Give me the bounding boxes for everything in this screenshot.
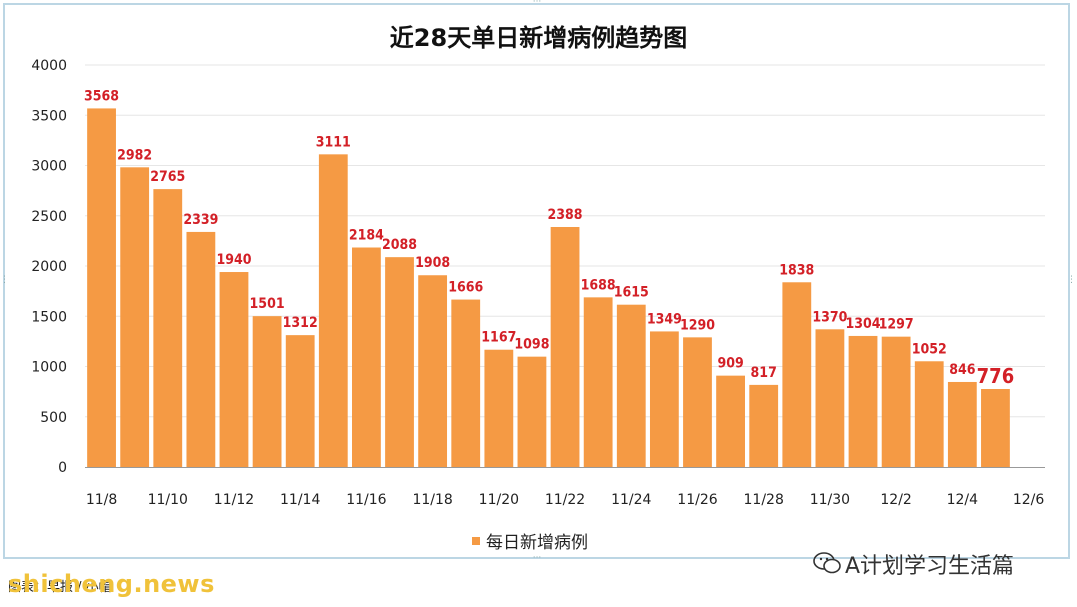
bar [683,337,712,467]
bar [219,272,249,467]
bar [252,316,282,467]
y-tick-label: 2500 [31,209,67,225]
bar-data-label: 1304 [845,316,880,332]
x-tick-label: 12/6 [1013,492,1045,508]
bar [649,331,679,467]
x-tick-label: 11/24 [611,492,651,508]
chart-title: 近28天单日新增病例趋势图 [389,24,688,52]
bar [716,375,745,467]
bar [881,336,911,467]
bar-data-label: 2388 [548,207,583,223]
x-tick-label: 11/8 [86,492,117,508]
bar [749,384,779,467]
chart-frame [3,3,1070,559]
bar [153,189,183,467]
bar-data-label: 1688 [581,277,616,293]
bar-data-label: 2339 [183,212,218,228]
bar-data-label: 1052 [912,341,947,357]
frame-resize-handle-top[interactable]: ··· [532,0,542,7]
bar [451,299,481,467]
bar-data-label: 1940 [216,252,251,268]
bar-data-label: 1312 [283,315,318,331]
x-tick-label: 11/16 [346,492,386,508]
bar [616,304,646,467]
bar [318,154,348,468]
x-tick-label: 11/22 [545,492,585,508]
bar-data-label: 1098 [514,337,549,353]
bar-data-label: 1908 [415,255,450,271]
bar-data-label: 2765 [150,169,185,185]
x-tick-label: 11/30 [810,492,850,508]
x-tick-label: 11/14 [280,492,320,508]
watermark-credit: 图表：早报 / 小帽 [8,580,112,595]
bar-data-label: 1666 [448,280,483,296]
bar [186,231,216,467]
bar-data-label: 817 [751,365,777,381]
x-tick-label: 11/26 [677,492,717,508]
bar-data-label: 1349 [647,311,682,327]
bar-data-label: 1370 [812,309,847,325]
bar-data-label: 2982 [117,147,152,163]
bar [385,257,414,467]
legend-label: 每日新增病例 [486,533,588,553]
watermark-account-name: A计划学习生活篇 [845,554,1015,579]
bar-data-label: 909 [717,356,743,372]
bar [848,335,878,467]
y-tick-label: 4000 [31,58,67,74]
bar [947,381,977,467]
x-tick-label: 11/18 [412,492,452,508]
x-tick-label: 12/2 [880,492,911,508]
bar [583,297,613,467]
x-tick-label: 11/12 [214,492,254,508]
bar [782,282,812,467]
y-tick-label: 1000 [31,360,67,376]
y-tick-label: 1500 [31,309,67,325]
bar-data-label: 3111 [316,134,351,150]
bar [550,227,580,467]
bar [981,389,1010,467]
x-tick-label: 11/20 [479,492,519,508]
bar-data-label: 2088 [382,237,417,253]
bar-data-label: 3568 [84,88,119,104]
bar [352,247,381,467]
chart-legend: 每日新增病例 [472,528,588,553]
bar [285,335,315,467]
bar [120,167,150,467]
bar [517,356,547,467]
y-tick-label: 3500 [31,108,67,124]
x-tick-label: 11/10 [148,492,188,508]
bar-data-label: 846 [949,362,976,378]
frame-resize-handle-bottom[interactable]: ··· [532,553,542,563]
bar-data-label: 1167 [481,330,516,346]
bar [815,329,845,467]
bar [484,349,514,467]
bar [418,275,448,467]
y-tick-label: 3000 [31,159,67,175]
wechat-logo-icon [813,552,841,574]
x-tick-label: 11/28 [744,492,784,508]
y-tick-label: 0 [58,460,67,476]
y-tick-label: 500 [40,410,67,426]
bar-data-label: 1501 [250,296,285,312]
bar-data-label: 2184 [349,228,384,244]
x-tick-label: 12/4 [947,492,979,508]
y-tick-label: 2000 [31,259,67,275]
legend-swatch [472,536,480,545]
watermark-site: shicheng.news [8,570,215,598]
bar-data-label: 776 [977,364,1015,388]
bar-data-label: 1290 [680,317,715,333]
bar [914,361,944,467]
bar-data-label: 1297 [879,317,914,333]
bar-data-label: 1838 [779,262,814,278]
bar-data-label: 1615 [614,285,649,301]
bar [87,108,116,467]
